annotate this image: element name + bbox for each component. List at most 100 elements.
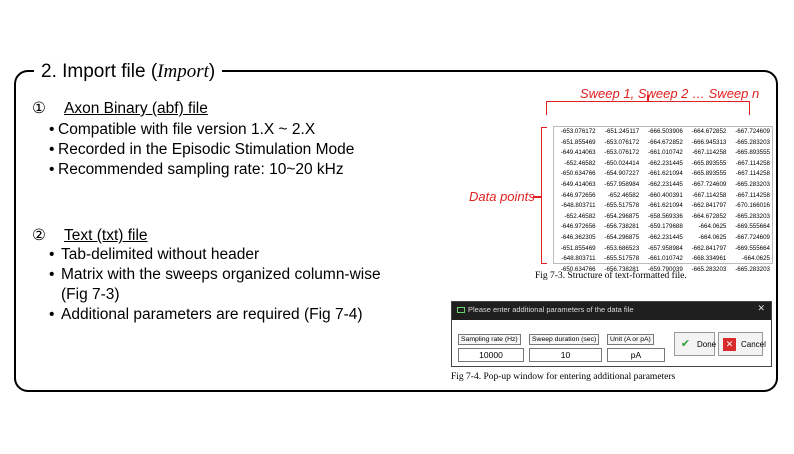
table-cell: -649.414063 [560, 149, 596, 157]
table-row: -646.972656 -656.738281 -659.179688 -664.06… [554, 222, 772, 233]
sweep-duration-field: Sweep duration (sec) 10 [529, 328, 602, 362]
table-cell: -652.46582 [564, 159, 596, 167]
table-cell: -654.296875 [604, 212, 640, 220]
table-cell: -646.972656 [560, 223, 596, 231]
list-item: (Fig 7-3) [61, 286, 120, 303]
table-cell: -655.517578 [604, 255, 640, 263]
unit-label: Unit (A or pA) [607, 334, 654, 345]
table-cell: -665.283203 [735, 138, 770, 146]
table-cell: -664.0625 [698, 233, 727, 241]
table-cell: -654.907227 [604, 170, 640, 178]
table-cell: -665.893555 [735, 149, 770, 157]
list-item: • Compatible with file version 1.X ~ 2.X [49, 121, 316, 138]
list-item: • Recommended sampling rate: 10~20 kHz [49, 161, 344, 178]
abf-number: ① [32, 100, 46, 117]
table-row: -653.076172 -651.245117 -666.503906 -664.67… [554, 127, 772, 138]
table-row: -650.634766 -654.907227 -661.621094 -665.89… [554, 169, 772, 180]
table-cell: -646.972656 [560, 191, 596, 199]
table-cell: -646.362305 [560, 233, 596, 241]
section-frame [14, 70, 778, 392]
section-title-italic: Import [157, 61, 209, 82]
table-cell: -656.738281 [604, 265, 640, 273]
table-row: -646.972656 -652.46582 -660.400391 -667.114… [554, 191, 772, 202]
table-row: -646.362305 -654.296875 -662.231445 -664.06… [554, 233, 772, 244]
table-cell: -659.790039 [648, 265, 683, 273]
table-cell: -669.555664 [735, 244, 770, 252]
table-cell: -667.114258 [735, 170, 770, 178]
table-row: -649.414063 -657.958984 -662.231445 -667.72… [554, 180, 772, 191]
list-item: • Additional parameters are required (Fig… [49, 306, 363, 323]
table-cell: -650.634766 [560, 170, 596, 178]
section-title: 2. Import file (Import) [34, 60, 223, 84]
table-cell: -665.283203 [691, 265, 727, 273]
table-cell: -668.334961 [691, 255, 727, 263]
window-icon [457, 307, 465, 314]
table-cell: -664.672852 [691, 212, 727, 220]
table-cell: -669.555664 [735, 223, 770, 231]
table-cell: -667.724609 [735, 128, 770, 135]
table-cell: -661.621094 [648, 202, 683, 210]
close-icon[interactable]: ✕ [757, 303, 765, 313]
txt-title: Text (txt) file [64, 227, 148, 244]
abf-bullet-list: • Compatible with file version 1.X ~ 2.X … [49, 120, 354, 180]
txt-bullet-list: • Tab-delimited without header • Matrix wi… [49, 245, 381, 325]
table-cell: -666.503906 [648, 128, 683, 135]
table-cell: -652.46582 [607, 191, 640, 199]
table-row: -650.634766 -656.738281 -659.790039 -665.28… [554, 265, 772, 276]
table-cell: -654.296875 [604, 233, 640, 241]
table-cell: -649.414063 [560, 180, 596, 188]
abf-heading: ① Axon Binary (abf) file [32, 99, 208, 119]
datapoints-bracket-tick [533, 196, 541, 198]
table-row: -651.855469 -653.076172 -664.672852 -666.94… [554, 138, 772, 149]
table-cell: -656.738281 [604, 223, 640, 231]
dialog-body: Sampling rate (Hz) 10000 Sweep duration … [452, 320, 771, 366]
table-cell: -650.024414 [604, 159, 640, 167]
table-cell: -651.855469 [560, 244, 596, 252]
dialog-title: Please enter additional parameters of th… [468, 305, 634, 314]
table-row: -648.803711 -655.517578 -661.621094 -662.84… [554, 201, 772, 212]
table-cell: -648.803711 [561, 255, 596, 263]
list-item: • Tab-delimited without header [49, 246, 260, 263]
cancel-button[interactable]: ✕ Cancel [718, 332, 766, 356]
data-matrix: -653.076172 -651.245117 -666.503906 -664.67… [553, 126, 773, 273]
table-cell: -665.893555 [691, 170, 727, 178]
table-cell: -664.0625 [698, 223, 727, 231]
table-cell: -662.231445 [648, 159, 683, 167]
sampling-rate-field: Sampling rate (Hz) 10000 [458, 328, 524, 362]
table-cell: -655.517578 [604, 202, 640, 210]
table-cell: -665.283203 [735, 180, 770, 188]
section-title-prefix: 2. Import file ( [41, 61, 158, 82]
table-cell: -661.010742 [648, 149, 683, 157]
parameters-dialog: Please enter additional parameters of th… [451, 301, 772, 367]
sweep-duration-label: Sweep duration (sec) [529, 334, 600, 345]
table-cell: -667.724609 [691, 180, 727, 188]
table-cell: -664.0625 [742, 255, 770, 263]
sweep-duration-input[interactable]: 10 [529, 348, 602, 362]
table-cell: -660.400391 [648, 191, 683, 199]
table-cell: -652.46582 [564, 212, 596, 220]
table-cell: -659.179688 [648, 223, 683, 231]
txt-number: ② [32, 227, 46, 244]
sweep-bracket [546, 101, 750, 115]
abf-title: Axon Binary (abf) file [64, 100, 208, 117]
table-cell: -662.841797 [691, 244, 727, 252]
sampling-rate-input[interactable]: 10000 [458, 348, 524, 362]
cancel-label: Cancel [741, 340, 766, 349]
sampling-rate-label: Sampling rate (Hz) [458, 334, 521, 345]
x-box-icon: ✕ [723, 338, 736, 351]
table-cell: -650.634766 [560, 265, 596, 273]
table-cell: -667.114258 [735, 191, 770, 199]
done-label: Done [697, 340, 717, 349]
sweep-bracket-tick [647, 95, 649, 102]
table-cell: -657.958984 [604, 180, 640, 188]
done-button[interactable]: ✔ Done [674, 332, 717, 356]
list-item: • Recorded in the Episodic Stimulation Mo… [49, 141, 355, 158]
sweep-label: Sweep 1, Sweep 2 … Sweep n [580, 86, 760, 101]
table-cell: -667.114258 [692, 191, 727, 199]
table-cell: -662.231445 [648, 180, 683, 188]
table-cell: -651.855469 [560, 138, 596, 146]
figure74-caption: Fig 7-4. Pop-up window for entering addi… [451, 372, 676, 382]
unit-input[interactable]: pA [607, 348, 665, 362]
table-cell: -653.076172 [604, 149, 640, 157]
check-icon: ✔ [680, 338, 691, 350]
